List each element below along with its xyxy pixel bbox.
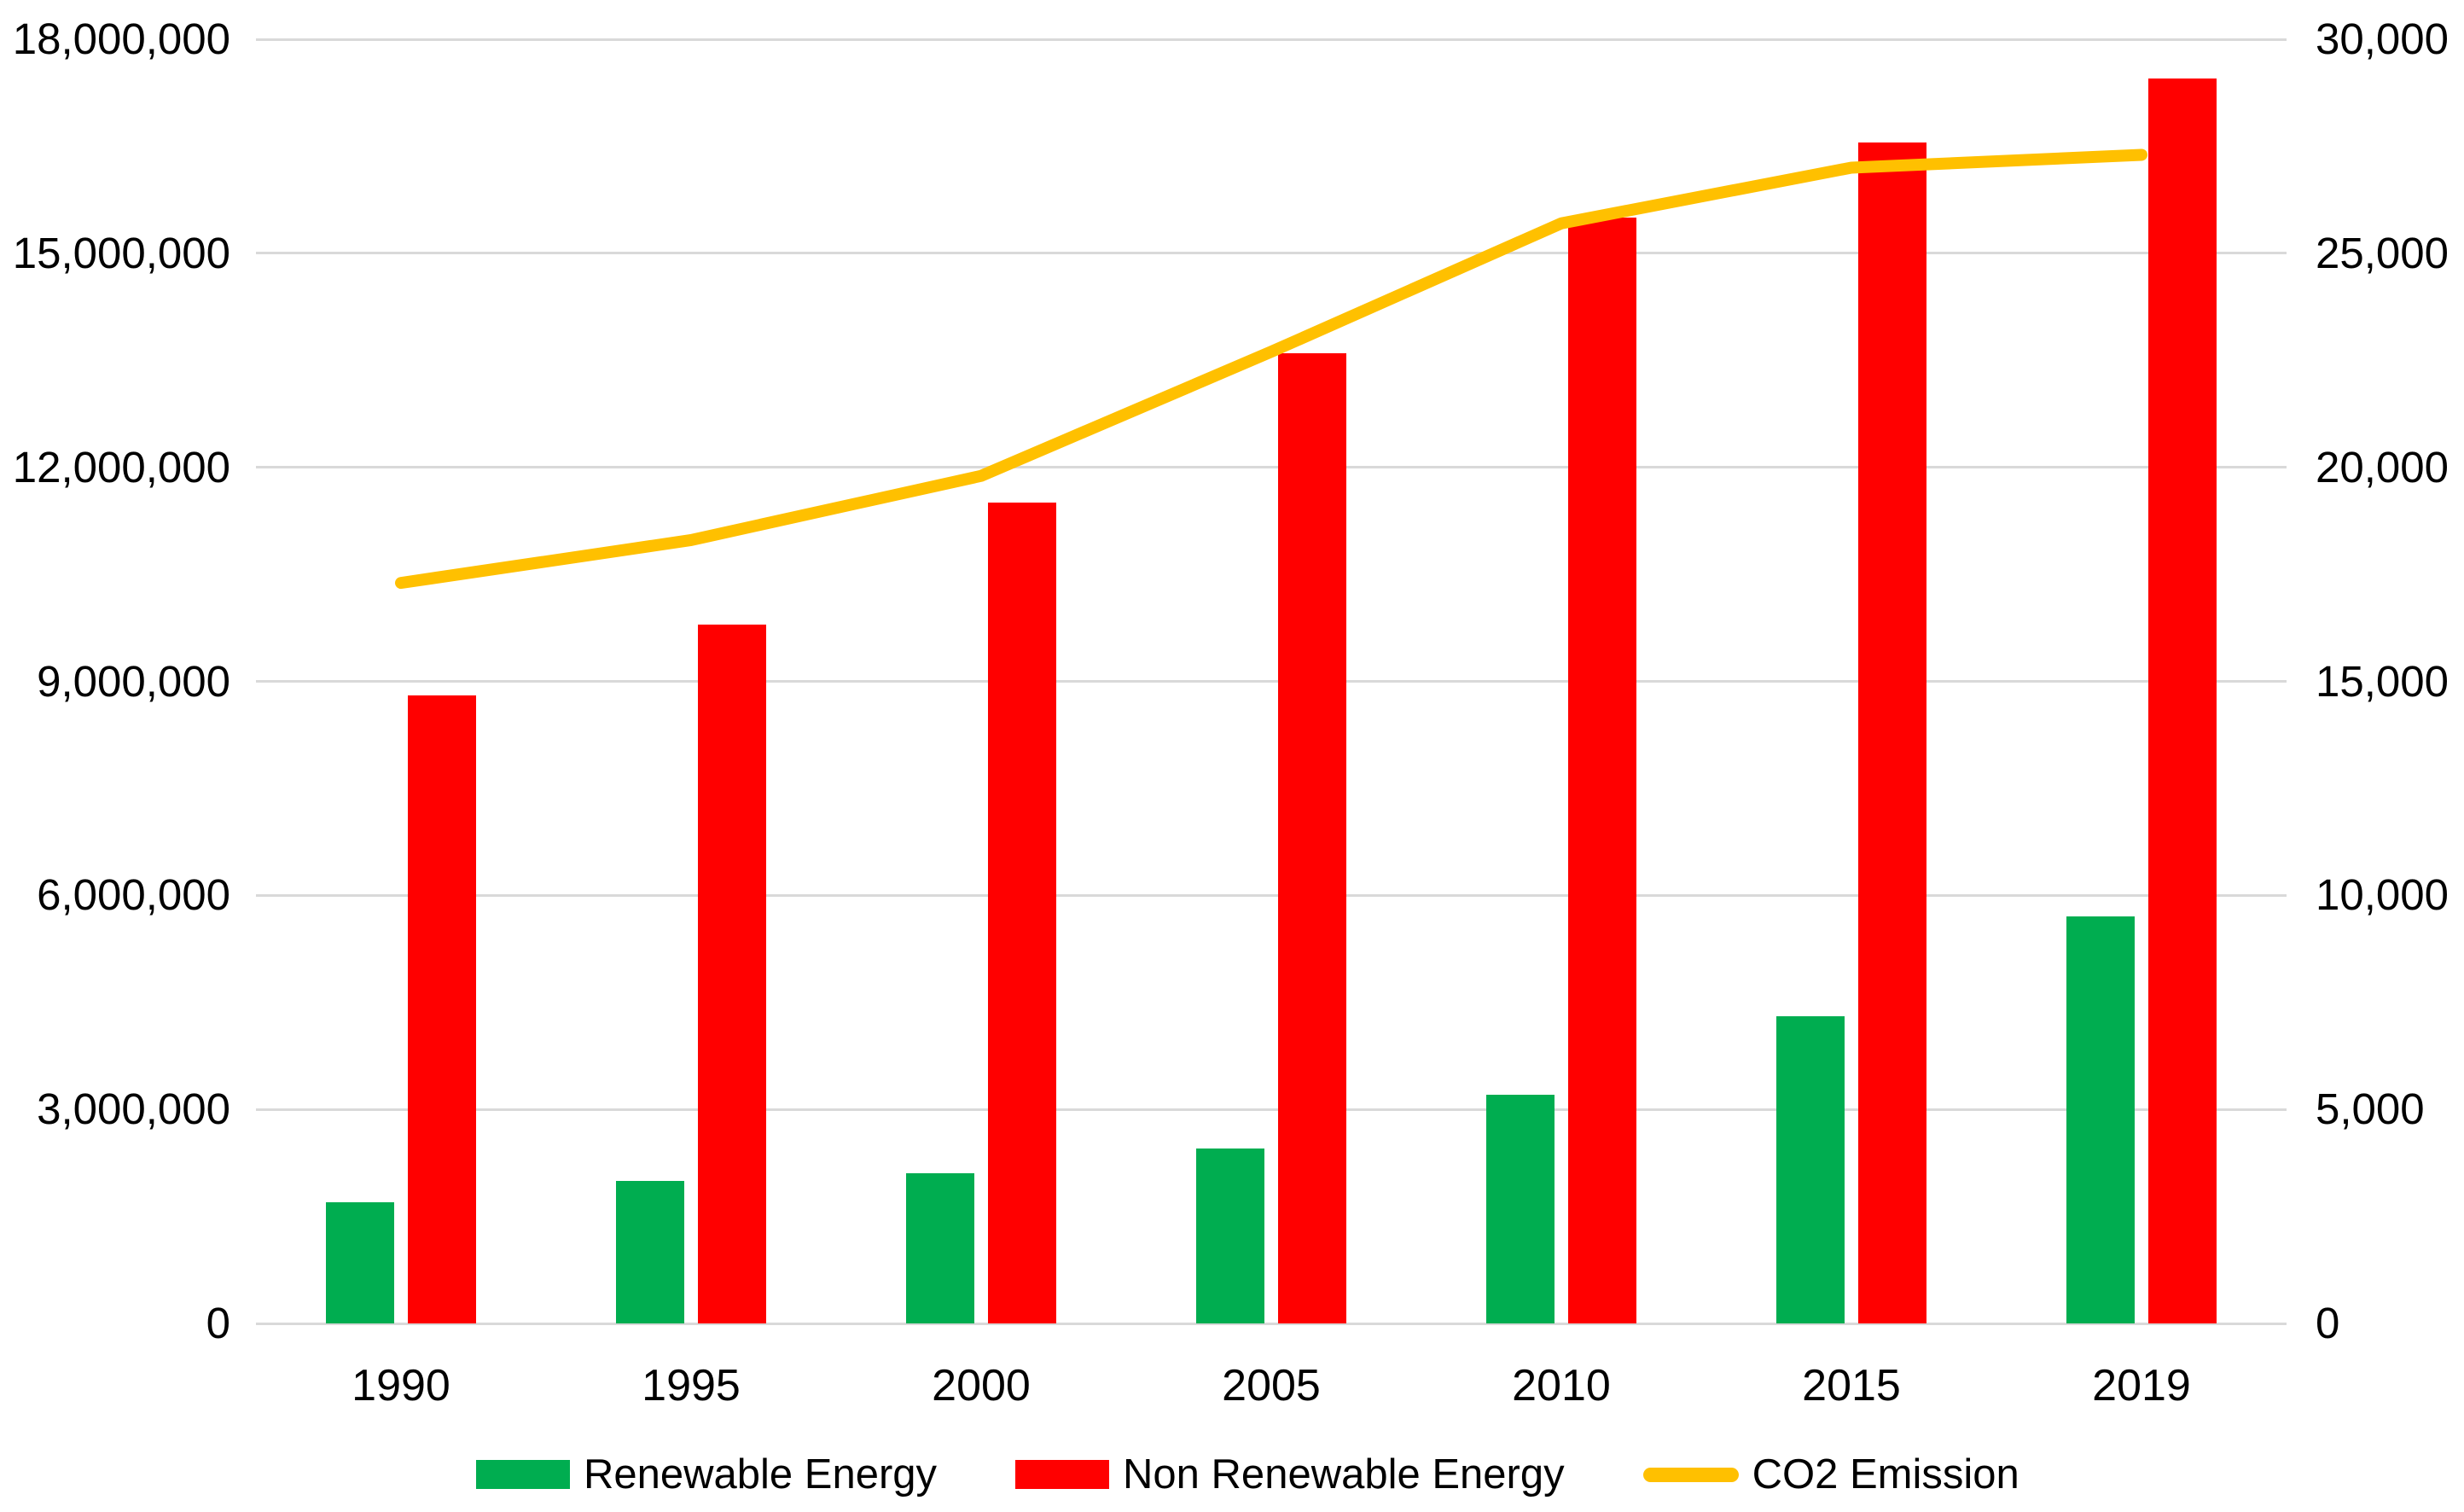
x-axis-label-2015: 2015 xyxy=(1802,1361,1901,1410)
y-axis-label-right: 15,000 xyxy=(2316,656,2449,706)
y-axis-label-left: 6,000,000 xyxy=(37,870,230,920)
gridline xyxy=(256,38,2287,41)
y-axis-label-right: 20,000 xyxy=(2316,442,2449,491)
legend-marker-nonrenewable-icon xyxy=(1015,1460,1110,1489)
bar-nonrenewable-1995 xyxy=(698,624,766,1323)
bar-nonrenewable-1990 xyxy=(408,695,476,1323)
y-axis-label-right: 10,000 xyxy=(2316,870,2449,920)
legend-marker-renewable-icon xyxy=(476,1460,570,1489)
bar-renewable-2015 xyxy=(1776,1016,1845,1323)
gridline xyxy=(256,893,2287,897)
y-axis-label-right: 0 xyxy=(2316,1299,2340,1347)
bar-nonrenewable-2015 xyxy=(1858,142,1926,1323)
legend: Renewable Energy Non Renewable Energy CO… xyxy=(476,1451,2019,1498)
y-axis-label-left: 18,000,000 xyxy=(12,15,230,63)
legend-label-co2: CO2 Emission xyxy=(1752,1451,2019,1497)
x-axis-label-2005: 2005 xyxy=(1222,1361,1321,1410)
legend-marker-co2-line-icon xyxy=(1642,1467,1739,1482)
gridline xyxy=(256,1108,2287,1111)
x-axis-label-2010: 2010 xyxy=(1512,1361,1611,1410)
gridline xyxy=(256,466,2287,469)
bar-nonrenewable-2019 xyxy=(2148,78,2217,1323)
bar-nonrenewable-2005 xyxy=(1278,352,1346,1323)
bar-renewable-2019 xyxy=(2066,916,2135,1323)
bar-renewable-1990 xyxy=(326,1201,394,1323)
legend-item-nonrenewable: Non Renewable Energy xyxy=(1015,1451,1565,1498)
x-axis-label-1990: 1990 xyxy=(352,1361,450,1410)
legend-label-nonrenewable: Non Renewable Energy xyxy=(1123,1451,1565,1497)
y-axis-label-left: 0 xyxy=(206,1299,230,1347)
legend-item-co2: CO2 Emission xyxy=(1642,1451,2019,1498)
y-axis-label-right: 5,000 xyxy=(2316,1085,2425,1134)
gridline xyxy=(256,680,2287,683)
y-axis-label-left: 15,000,000 xyxy=(12,228,230,277)
bar-renewable-2000 xyxy=(906,1173,974,1323)
bar-renewable-2010 xyxy=(1486,1095,1555,1323)
y-axis-label-left: 9,000,000 xyxy=(37,656,230,706)
bar-nonrenewable-2000 xyxy=(988,503,1056,1323)
gridline xyxy=(256,252,2287,255)
bar-renewable-2005 xyxy=(1196,1149,1264,1323)
y-axis-label-left: 12,000,000 xyxy=(12,442,230,491)
x-axis-label-1995: 1995 xyxy=(642,1361,741,1410)
y-axis-label-left: 3,000,000 xyxy=(37,1085,230,1134)
y-axis-label-right: 25,000 xyxy=(2316,228,2449,277)
gridline xyxy=(256,1322,2287,1325)
bar-renewable-1995 xyxy=(616,1180,684,1323)
x-axis-label-2019: 2019 xyxy=(2092,1361,2191,1410)
bar-nonrenewable-2010 xyxy=(1568,218,1636,1323)
y-axis-label-right: 30,000 xyxy=(2316,15,2449,63)
legend-label-renewable: Renewable Energy xyxy=(584,1451,938,1497)
x-axis-label-2000: 2000 xyxy=(932,1361,1031,1410)
legend-item-renewable: Renewable Energy xyxy=(476,1451,937,1498)
